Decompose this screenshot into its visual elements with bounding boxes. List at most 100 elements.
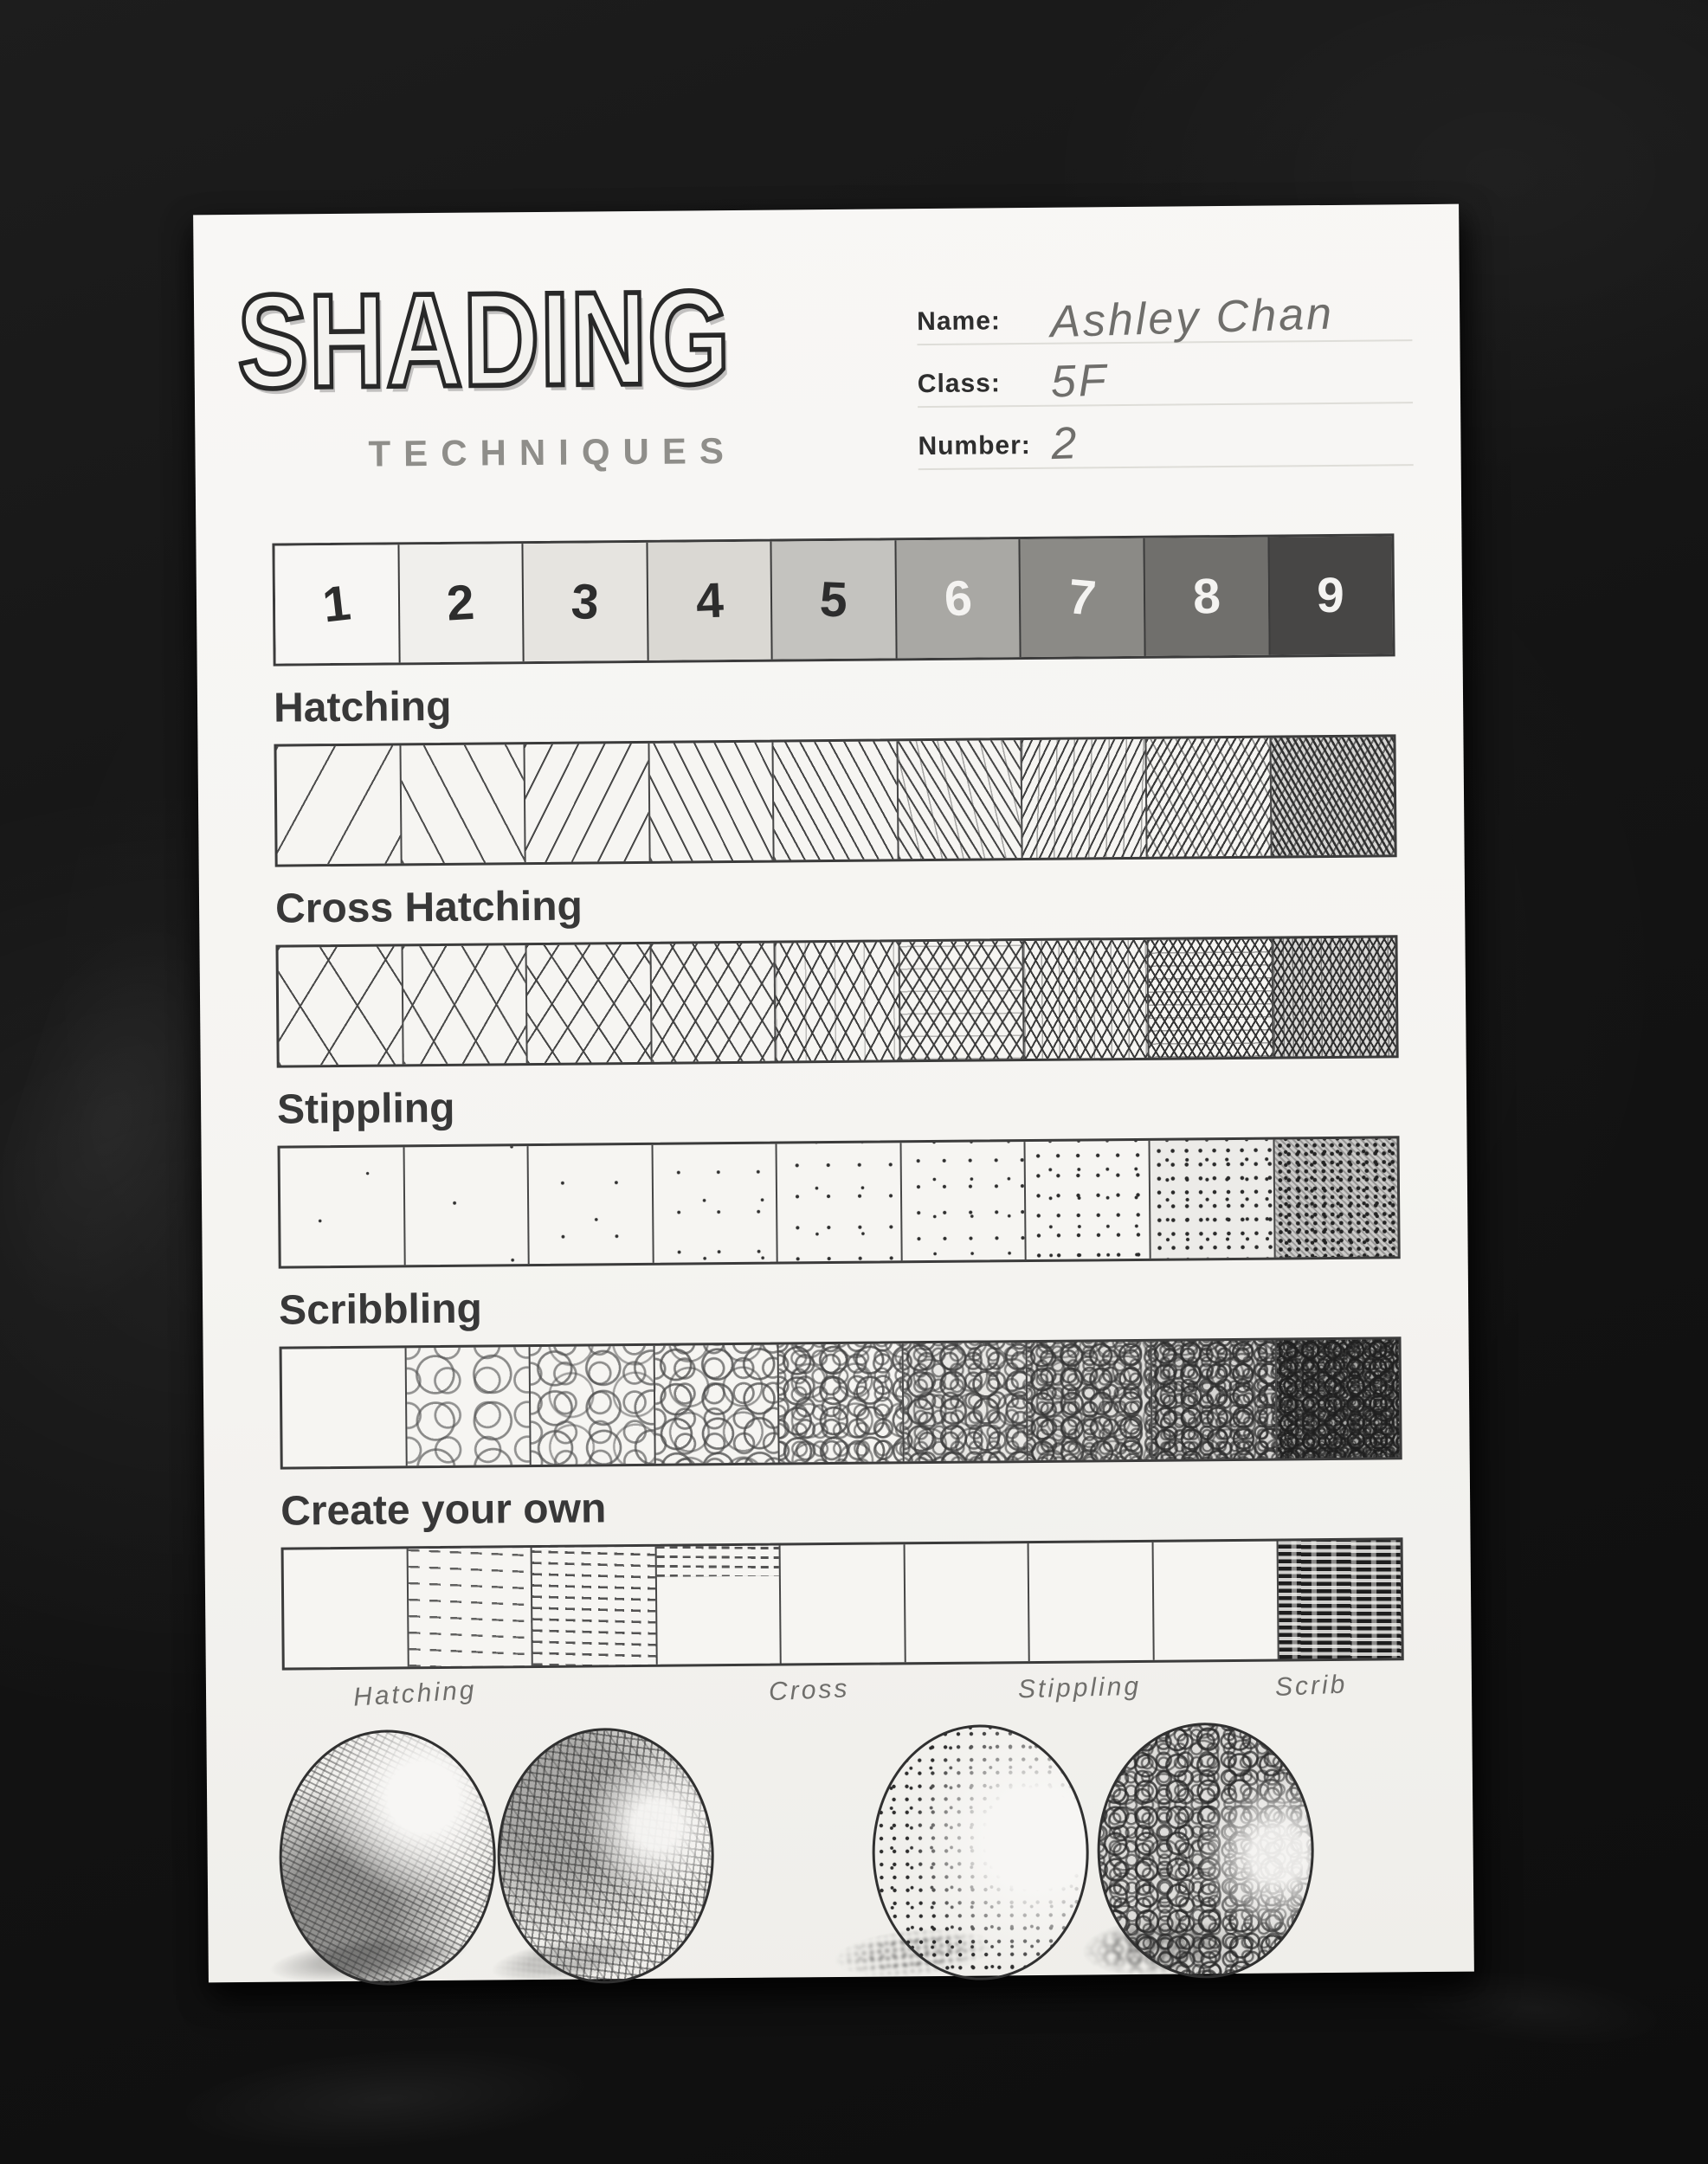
hatching-cell <box>276 745 401 865</box>
create-your-own-cell <box>1027 1542 1153 1662</box>
scribbling-section: Scribbling <box>246 1276 1422 1470</box>
value-scale-number: 6 <box>942 570 974 628</box>
value-scale-number: 8 <box>1191 568 1221 625</box>
value-scale-box: 8 <box>1143 537 1269 656</box>
cross-hatching-section: Cross Hatching <box>242 874 1419 1068</box>
value-scale-box: 5 <box>770 540 896 660</box>
value-scale-number: 7 <box>1066 569 1099 627</box>
stippling-section: Stippling <box>244 1075 1421 1269</box>
value-scale-box: 9 <box>1266 536 1393 655</box>
create-your-own-cell <box>1151 1541 1278 1660</box>
stippling-strip <box>277 1136 1401 1269</box>
cross-hatching-cell <box>1270 937 1396 1057</box>
shaded-spheres-row <box>232 1721 1427 2002</box>
create-your-own-cell <box>654 1545 780 1665</box>
worksheet-paper: SHADING TECHNIQUES Name: Ashley Chan Cla… <box>193 203 1474 2002</box>
hatching-cell <box>896 740 1022 860</box>
hatching-cell <box>399 744 525 864</box>
stippling-cell <box>651 1143 777 1263</box>
section-label-stippling: Stippling <box>276 1085 455 1133</box>
section-label-scribbling: Scribbling <box>278 1285 483 1334</box>
hatching-cell <box>771 741 898 860</box>
scribbling-cell <box>1274 1339 1400 1459</box>
sphere-label-cross: Cross <box>768 1674 851 1707</box>
create-your-own-cell <box>1276 1540 1402 1659</box>
sphere-stippling <box>871 1723 1090 1981</box>
class-field-row: Class: 5F <box>917 341 1414 409</box>
create-your-own-cell <box>903 1543 1029 1663</box>
hatching-section: Hatching <box>241 673 1417 867</box>
stippling-cell <box>1023 1140 1150 1260</box>
class-field-value: 5F <box>1049 355 1110 408</box>
background-scuff <box>1399 1960 1666 2057</box>
hatching-cell <box>1144 737 1271 857</box>
scribbling-cell <box>528 1345 654 1465</box>
value-scale-box: 2 <box>397 544 523 663</box>
sphere-cross-hatching <box>496 1727 715 1985</box>
cross-hatching-strip <box>275 935 1399 1068</box>
title-block: SHADING TECHNIQUES <box>235 255 738 521</box>
stippling-cell <box>775 1143 901 1262</box>
value-scale-box: 6 <box>894 539 1020 659</box>
value-scale-box: 3 <box>521 542 648 662</box>
cross-hatching-cell <box>278 946 403 1066</box>
section-label-hatching: Hatching <box>273 683 452 731</box>
name-field-row: Name: Ashley Chan <box>916 279 1413 347</box>
scribbling-cell <box>777 1343 903 1463</box>
stippling-cell <box>1148 1139 1274 1259</box>
scribbling-cell <box>282 1348 406 1466</box>
name-field-label: Name: <box>917 306 1002 337</box>
sphere-label-stippling: Stippling <box>1017 1671 1142 1704</box>
value-scale-number: 3 <box>570 573 601 631</box>
sphere-label-scribble: Scrib <box>1274 1670 1349 1703</box>
worksheet-subtitle: TECHNIQUES <box>368 429 738 474</box>
hatching-strip <box>274 734 1397 867</box>
background-scuff <box>178 2037 592 2161</box>
create-your-own-section: Create your own <box>248 1477 1424 1671</box>
value-scale-number: 4 <box>694 572 725 629</box>
cross-hatching-cell <box>401 945 526 1065</box>
hatching-cell <box>523 743 649 863</box>
stippling-cell <box>1272 1138 1398 1258</box>
stippling-cell <box>403 1146 528 1266</box>
value-scale-box: 1 <box>274 544 399 664</box>
scribbling-strip <box>279 1336 1402 1470</box>
value-scale: 1 2 3 4 5 6 7 8 9 <box>272 533 1395 667</box>
value-scale-number: 5 <box>818 571 849 628</box>
cross-hatching-cell <box>898 941 1024 1060</box>
scribbling-cell <box>901 1343 1028 1462</box>
cross-hatching-cell <box>649 943 775 1062</box>
hatching-cell <box>1020 738 1146 859</box>
stippling-cell <box>280 1147 404 1266</box>
worksheet-title: SHADING <box>235 261 733 418</box>
scribbling-cell <box>653 1344 778 1464</box>
value-scale-box: 7 <box>1018 538 1144 658</box>
cross-hatching-cell <box>773 942 899 1061</box>
worksheet-header: SHADING TECHNIQUES Name: Ashley Chan Cla… <box>235 249 1415 521</box>
sphere-scribbling <box>1096 1722 1315 1980</box>
create-your-own-cell <box>778 1544 905 1664</box>
scribbling-cell <box>1025 1341 1151 1461</box>
value-scale-number: 2 <box>445 574 477 632</box>
value-scale-box: 4 <box>646 541 771 660</box>
sphere-labels-row: Hatching Cross Stippling Scrib <box>249 1667 1424 1723</box>
number-field-row: Number: 2 <box>918 403 1414 471</box>
hatching-cell <box>648 742 773 861</box>
value-scale-number: 9 <box>1316 567 1345 624</box>
value-scale-number: 1 <box>319 575 354 634</box>
create-your-own-strip <box>280 1537 1404 1671</box>
student-fields: Name: Ashley Chan Class: 5F Number: 2 <box>916 249 1415 515</box>
hatching-cell <box>1268 737 1395 856</box>
create-your-own-cell <box>406 1548 532 1667</box>
number-field-label: Number: <box>918 430 1031 461</box>
number-field-value: 2 <box>1050 417 1080 469</box>
stippling-cell <box>899 1142 1026 1261</box>
create-your-own-cell <box>530 1546 656 1666</box>
sphere-label-hatching: Hatching <box>352 1675 478 1712</box>
section-label-create-your-own: Create your own <box>280 1485 607 1535</box>
cross-hatching-cell <box>1146 938 1273 1058</box>
scribbling-cell <box>1150 1340 1276 1459</box>
class-field-label: Class: <box>917 369 1002 399</box>
create-your-own-cell <box>284 1549 408 1667</box>
